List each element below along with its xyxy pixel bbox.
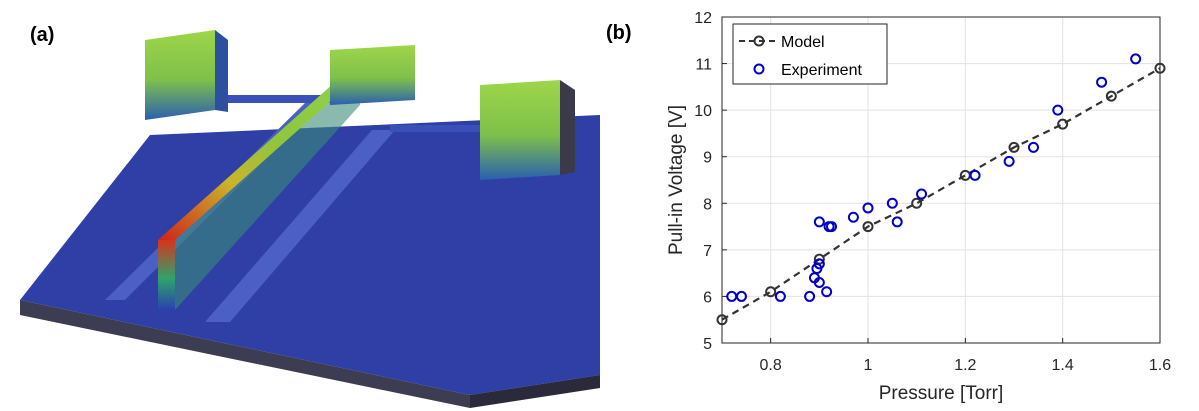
experiment-point xyxy=(891,216,903,228)
pad-left-side xyxy=(215,30,228,112)
y-tick-label: 11 xyxy=(695,57,712,74)
experiment-point xyxy=(862,202,874,214)
experiment-point xyxy=(1003,155,1015,167)
pad-center xyxy=(330,45,415,105)
substrate-side xyxy=(470,375,600,408)
panel-b-label: (b) xyxy=(606,22,632,44)
legend-model-label: Model xyxy=(781,34,825,51)
model-line xyxy=(721,67,1161,321)
y-tick-label: 5 xyxy=(703,336,712,353)
panel-a-label: (a) xyxy=(30,24,55,46)
y-tick-label: 9 xyxy=(703,150,712,167)
model-point xyxy=(1105,90,1117,102)
legend-model-marker xyxy=(753,35,765,47)
experiment-point xyxy=(847,211,859,223)
x-tick-label: 1.4 xyxy=(1052,357,1074,374)
x-tick-label: 1.2 xyxy=(954,357,976,374)
experiment-point xyxy=(886,197,898,209)
model-point xyxy=(716,314,728,326)
legend-experiment-marker xyxy=(753,63,765,75)
beam-top xyxy=(158,75,360,240)
experiment-point xyxy=(969,169,981,181)
experiment-point xyxy=(1052,104,1064,116)
y-tick-label: 10 xyxy=(694,103,712,120)
x-tick-label: 1.6 xyxy=(1149,357,1171,374)
y-tick-label: 7 xyxy=(703,243,712,260)
y-axis-label: Pull-in Voltage [V] xyxy=(666,105,687,255)
model-point xyxy=(862,221,874,233)
experiment-point xyxy=(735,290,747,302)
ticks-layer: 0.8 1 1.2 1.4 1.6 5 6 7 8 9 10 11 12 xyxy=(694,10,1171,374)
model-point xyxy=(911,197,923,209)
x-tick-label: 1 xyxy=(864,357,873,374)
experiment-point xyxy=(774,290,786,302)
3d-surface-profile-image xyxy=(20,30,600,408)
pad-right xyxy=(480,80,560,180)
plot-frame xyxy=(721,16,1161,344)
trench-right xyxy=(205,130,395,322)
experiment-point xyxy=(804,290,816,302)
legend-experiment-label: Experiment xyxy=(781,62,862,79)
pad-left xyxy=(145,30,215,120)
substrate-top xyxy=(20,115,600,395)
experiment-point xyxy=(1027,141,1039,153)
experiment-point xyxy=(813,258,825,270)
beam-front xyxy=(158,240,175,310)
y-tick-label: 8 xyxy=(703,196,712,213)
experiment-point xyxy=(1096,76,1108,88)
beam-side xyxy=(175,75,360,310)
experiment-point xyxy=(813,276,825,288)
experiment-point xyxy=(826,221,837,233)
y-tick-label: 6 xyxy=(703,289,712,306)
x-axis-label: Pressure [Torr] xyxy=(879,383,1004,404)
y-tick-label: 12 xyxy=(694,10,712,27)
model-point xyxy=(1057,118,1069,130)
legend: Model Experiment xyxy=(732,23,888,85)
model-point xyxy=(1008,141,1020,153)
experiment-point xyxy=(813,216,825,228)
model-point xyxy=(1154,62,1166,74)
substrate-edge xyxy=(20,300,470,408)
x-tick-label: 0.8 xyxy=(760,357,782,374)
model-point xyxy=(765,286,777,298)
pad-right-side xyxy=(560,80,575,175)
experiment-point xyxy=(821,286,833,298)
experiment-point xyxy=(1130,53,1142,65)
series-layer xyxy=(716,53,1166,326)
experiment-point xyxy=(916,188,928,200)
